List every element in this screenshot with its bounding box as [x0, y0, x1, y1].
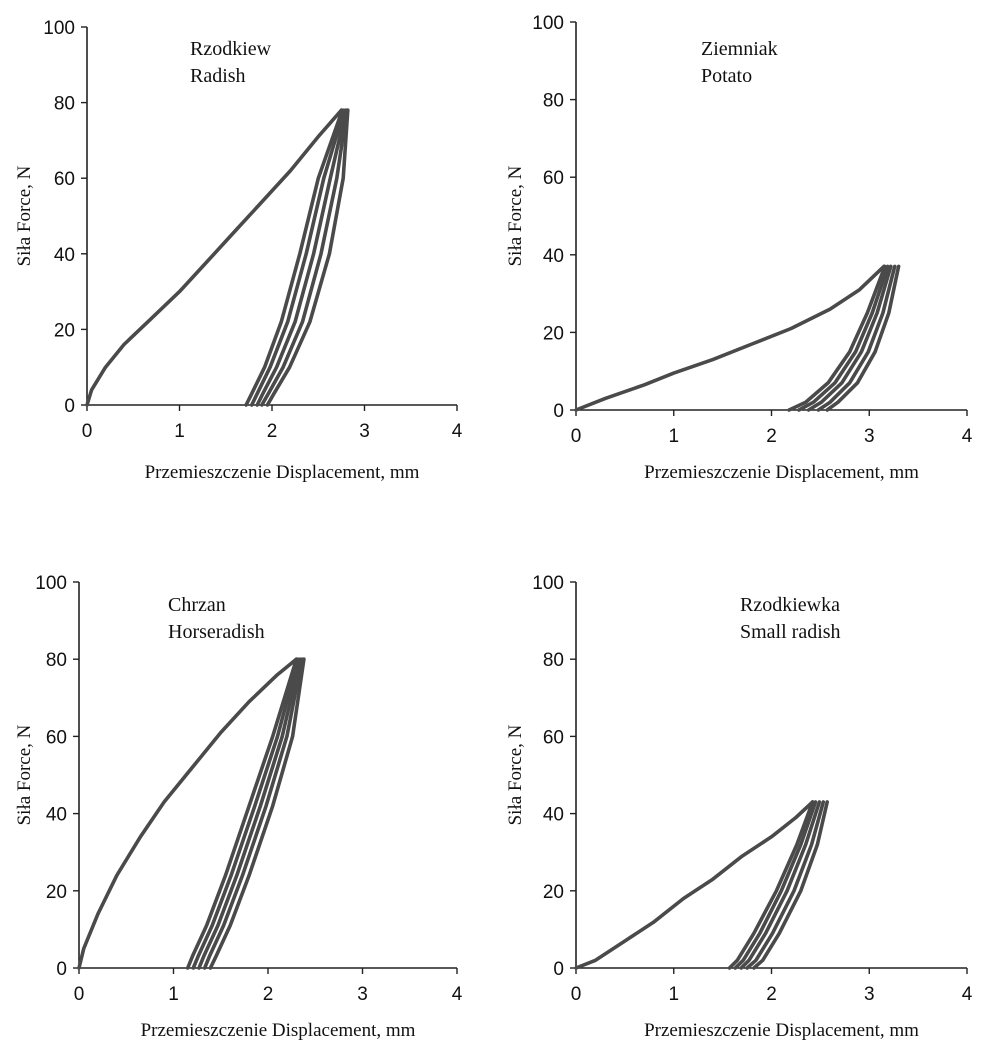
x-tick-label: 0 — [82, 421, 93, 442]
chart-annotation: Potato — [701, 65, 752, 87]
unloading-curve — [191, 657, 301, 970]
x-tick-label: 0 — [571, 426, 582, 447]
x-tick-label: 1 — [168, 984, 179, 1005]
chart-panel-potato: 0 1 2 3 4 0 20 40 60 80 100 Przemieszczenie Displac… — [491, 0, 983, 510]
chart-annotation: Chrzan — [168, 594, 226, 616]
y-axis-title: Siła Force, N — [14, 165, 35, 266]
unloading-curve — [197, 657, 302, 970]
x-tick-label: 4 — [962, 426, 973, 447]
unloading-curve — [202, 657, 304, 970]
y-tick-label: 0 — [553, 959, 564, 980]
unloading-curve — [733, 800, 818, 970]
chart-annotation: Rzodkiew — [190, 38, 272, 60]
chart-annotation: Rzodkiewka — [740, 594, 840, 616]
x-tick-label: 2 — [267, 421, 278, 442]
x-tick-label: 3 — [864, 426, 875, 447]
x-tick-label: 1 — [668, 984, 679, 1005]
x-tick-label: 1 — [668, 426, 679, 447]
x-axis-title: Przemieszczenie Displacement, mm — [141, 1020, 416, 1041]
unloading-curve — [739, 800, 822, 970]
unloading-curve — [806, 264, 893, 412]
x-axis-title: Przemieszczenie Displacement, mm — [644, 1020, 919, 1041]
y-tick-label: 20 — [54, 320, 75, 341]
chart-annotation: Ziemniak — [701, 38, 778, 60]
loading-curve — [85, 108, 344, 407]
x-tick-label: 4 — [452, 421, 463, 442]
unloading-curve — [265, 108, 350, 407]
chart-annotation: Small radish — [740, 621, 841, 643]
loading-curve — [574, 800, 815, 970]
x-tick-label: 3 — [359, 421, 370, 442]
chart-panel-horseradish: 0 1 2 3 4 0 20 40 60 80 100 Przemieszczenie Displac… — [0, 545, 491, 1045]
x-tick-label: 4 — [962, 984, 973, 1005]
y-tick-label: 0 — [64, 396, 75, 417]
y-tick-label: 20 — [543, 323, 564, 344]
y-tick-label: 60 — [46, 727, 67, 748]
y-tick-label: 60 — [543, 727, 564, 748]
x-tick-label: 2 — [766, 426, 777, 447]
y-tick-label: 80 — [543, 91, 564, 112]
unloading-curve — [185, 657, 299, 970]
y-tick-label: 0 — [553, 401, 564, 422]
y-tick-label: 80 — [543, 650, 564, 671]
y-tick-label: 100 — [532, 573, 564, 594]
chart-panel-radish: 0 1 2 3 4 0 20 40 60 80 100 Przemieszczenie Displac… — [0, 0, 491, 510]
x-tick-label: 3 — [864, 984, 875, 1005]
unloading-curve — [727, 800, 815, 970]
loading-curve — [574, 264, 886, 412]
unloading-curve — [244, 108, 345, 407]
y-tick-label: 100 — [43, 18, 75, 39]
y-tick-label: 80 — [54, 94, 75, 115]
chart-annotation: Horseradish — [168, 621, 265, 643]
y-tick-label: 40 — [543, 246, 564, 267]
y-tick-label: 0 — [56, 959, 67, 980]
x-tick-label: 0 — [74, 984, 85, 1005]
unloading-curve — [752, 800, 830, 970]
unloading-curve — [255, 108, 348, 407]
unloading-curve — [816, 264, 897, 412]
unloading-curve — [787, 264, 887, 412]
y-tick-label: 100 — [532, 13, 564, 34]
y-tick-label: 40 — [54, 245, 75, 266]
x-tick-label: 4 — [452, 984, 463, 1005]
unloading-curve — [745, 800, 826, 970]
y-tick-label: 20 — [46, 882, 67, 903]
x-tick-label: 2 — [263, 984, 274, 1005]
x-tick-label: 2 — [766, 984, 777, 1005]
unloading-curve — [797, 264, 890, 412]
unloading-curve — [208, 657, 306, 970]
x-tick-label: 3 — [357, 984, 368, 1005]
y-axis-title: Siła Force, N — [505, 165, 526, 266]
y-axis-title: Siła Force, N — [505, 724, 526, 825]
y-tick-label: 40 — [46, 805, 67, 826]
chart-panel-small-radish: 0 1 2 3 4 0 20 40 60 80 100 Przemieszczenie Displac… — [491, 545, 983, 1045]
unloading-curve — [825, 264, 901, 412]
y-tick-label: 100 — [35, 573, 67, 594]
y-tick-label: 80 — [46, 650, 67, 671]
unloading-curve — [259, 108, 349, 407]
x-axis-title: Przemieszczenie Displacement, mm — [145, 462, 420, 483]
unloading-curve — [249, 108, 346, 407]
y-tick-label: 60 — [54, 169, 75, 190]
y-tick-label: 60 — [543, 168, 564, 189]
chart-annotation: Radish — [190, 65, 246, 87]
x-tick-label: 1 — [174, 421, 185, 442]
loading-curve — [77, 657, 299, 970]
y-axis-title: Siła Force, N — [14, 724, 35, 825]
x-axis-title: Przemieszczenie Displacement, mm — [644, 462, 919, 483]
y-tick-label: 20 — [543, 882, 564, 903]
x-tick-label: 0 — [571, 984, 582, 1005]
y-tick-label: 40 — [543, 805, 564, 826]
